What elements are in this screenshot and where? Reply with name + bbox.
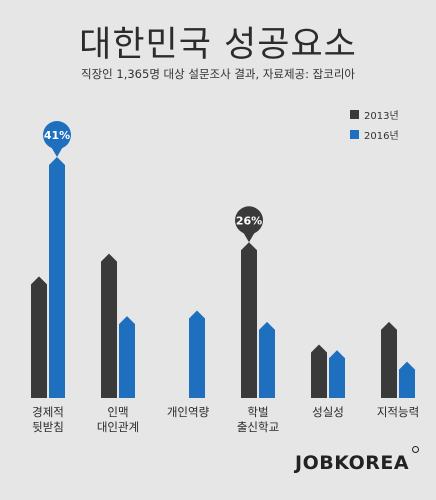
category-label-0: 경제적 <box>32 405 64 419</box>
legend-label-2013: 2013년 <box>364 110 399 122</box>
bar-2016-4 <box>329 350 345 398</box>
category-label-1: 인맥 <box>107 405 128 419</box>
bar-2016-3 <box>259 321 275 398</box>
category-label-0: 뒷받침 <box>32 420 64 434</box>
data-label-callout-3: 26% <box>235 206 263 243</box>
bar-2013-0 <box>31 276 47 398</box>
category-label-3: 출신학교 <box>237 420 279 434</box>
page-title: 대한민국 성공요소 <box>79 25 357 65</box>
category-label-2: 개인역량 <box>167 405 210 419</box>
page-subtitle: 직장인 1,365명 대상 설문조사 결과, 자료제공: 잡코리아 <box>81 67 355 81</box>
legend-swatch-2016 <box>350 129 359 139</box>
category-label-1: 대인관계 <box>97 420 139 434</box>
logo-circle-icon <box>412 446 419 453</box>
legend-label-2016: 2016년 <box>364 130 399 142</box>
legend-swatch-2013 <box>350 109 359 119</box>
callout-bubble <box>43 121 71 150</box>
bar-2016-1 <box>119 316 135 398</box>
callout-pointer <box>242 230 256 243</box>
category-label-3: 학벌 <box>247 405 268 419</box>
bar-2016-0 <box>49 157 65 398</box>
legend-item-2016: 2016년 <box>350 124 399 144</box>
category-label-4: 성실성 <box>312 405 344 419</box>
bar-2013-5 <box>381 321 397 398</box>
category-label-5: 지적능력 <box>377 405 419 419</box>
jobkorea-logo: JOBKOREA <box>295 452 410 474</box>
callout-pointer <box>50 145 64 158</box>
bar-2016-2 <box>189 310 205 398</box>
bar-2013-1 <box>101 253 117 398</box>
chart-legend: 2013년 2016년 <box>350 104 399 144</box>
bar-2016-5 <box>399 361 415 398</box>
data-label-text: 41% <box>44 129 70 142</box>
data-label-callout-0: 41% <box>43 121 71 158</box>
callout-bubble <box>235 206 263 235</box>
data-label-text: 26% <box>236 214 262 227</box>
legend-item-2013: 2013년 <box>350 104 399 124</box>
bar-2013-3 <box>241 242 257 398</box>
bar-2013-4 <box>311 344 327 398</box>
